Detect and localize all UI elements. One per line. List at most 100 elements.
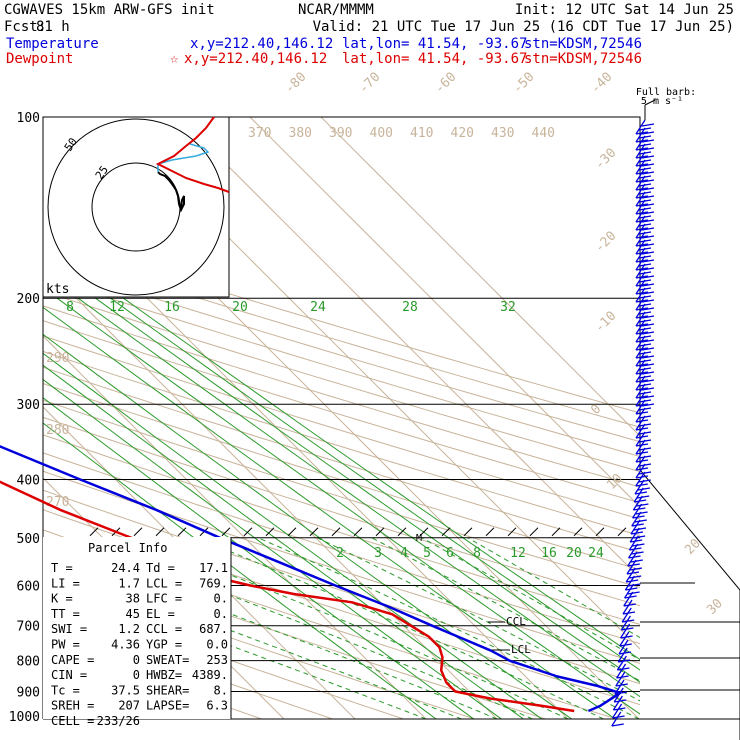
temperature-legend-xy: x,y=212.40,146.12 [190, 36, 333, 52]
parcel-info-value: 769. [199, 576, 228, 590]
wind-barb-feather [628, 555, 641, 559]
parcel-info-value: 17.1 [199, 561, 228, 575]
parcel-info-value: 1.7 [118, 576, 140, 590]
mixing-ratio-label: 6 [446, 546, 454, 561]
theta-label: 440 [532, 126, 555, 141]
mixing-ratio-label: 2 [336, 546, 344, 561]
wind-barb-feather [637, 487, 651, 491]
wind-barb [635, 191, 646, 207]
wind-barb-feather [629, 547, 642, 551]
isotherm-label: -10 [592, 309, 619, 336]
wind-barb [612, 695, 623, 711]
wind-barb-feather [641, 219, 655, 223]
isotherm-line [43, 264, 498, 719]
theta-label: 380 [289, 126, 312, 141]
wind-barb-feather [634, 491, 648, 495]
pressure-tick-label: 900 [17, 685, 40, 700]
mixing-ratio-label: 5 [423, 546, 431, 561]
pressure-tick-label: 400 [17, 473, 40, 488]
dry-adiabat-line [43, 452, 640, 645]
barb-legend: Full barb: 5 m s⁻¹ [636, 87, 696, 107]
wind-barb-feather [641, 299, 655, 303]
wind-barb [634, 479, 645, 495]
wind-barb-feather [630, 559, 643, 563]
freezing-hash-mark [287, 527, 297, 537]
wind-barb [635, 231, 646, 247]
wind-barb [635, 359, 646, 375]
wind-barb-feather [627, 563, 640, 567]
wind-barb-feather [622, 611, 636, 615]
wind-barb-feather [635, 511, 648, 515]
annotation-m: M [416, 533, 422, 544]
freezing-hash-mark [221, 527, 231, 537]
wind-barb-feather [641, 195, 655, 199]
theta-label: 400 [370, 126, 393, 141]
parcel-info-key: SWEAT= [146, 653, 189, 667]
wind-barb [616, 663, 627, 679]
wind-barb-feather [641, 251, 655, 255]
isotherm-label: -60 [432, 70, 459, 97]
wind-barb-feather [641, 331, 655, 335]
wind-barb-feather [621, 627, 634, 631]
parcel-info-value: 4389. [192, 668, 228, 682]
mixing-ratio-label: 24 [588, 546, 604, 561]
dewpoint-legend-name: Dewpoint [6, 51, 73, 67]
wind-barb-feather [641, 235, 655, 239]
wind-barb [629, 527, 640, 543]
wind-barb [635, 255, 646, 271]
wind-barb-feather [612, 715, 625, 719]
wind-barb-feather [629, 575, 642, 579]
freezing-hash-mark [155, 527, 165, 537]
wind-barb-feather [641, 315, 655, 319]
wind-barb [635, 159, 646, 175]
parcel-info-key: CELL = [51, 714, 94, 728]
pressure-tick-label: 800 [17, 655, 40, 670]
parcel-info-key: SREH = [51, 699, 94, 713]
mixing-ratio-label: 24 [310, 300, 326, 315]
wind-barb-feather [616, 675, 629, 679]
mixing-ratio-label: 32 [500, 300, 516, 315]
parcel-info-value: 37.5 [111, 683, 140, 697]
barb-legend-line1: Full barb: [636, 87, 696, 98]
parcel-info-value: 0 [133, 668, 140, 682]
temperature-profile-line [0, 445, 622, 713]
wind-barb [635, 151, 646, 167]
wind-barb [635, 351, 646, 367]
hodograph-ring-label: 25 [93, 163, 111, 181]
wind-barb [632, 495, 643, 511]
wind-barb [635, 311, 646, 327]
wind-barb-feather [626, 579, 639, 583]
dry-adiabat-line [43, 593, 406, 719]
barb-legend-feather [644, 99, 656, 106]
parcel-info-value: 0.0 [206, 638, 228, 652]
parcel-info-key: EL = [146, 607, 175, 621]
wind-barb [635, 127, 646, 143]
wind-barb-feather [641, 259, 655, 263]
wind-barb [635, 415, 646, 431]
wind-barb [633, 487, 644, 503]
isotherm-label: -50 [510, 70, 537, 97]
wind-barb-feather [626, 571, 640, 575]
wind-barb [635, 295, 646, 311]
dry-adiabat-line [43, 305, 640, 488]
dry-adiabat-line [43, 320, 640, 504]
wind-barb-feather [638, 471, 652, 475]
dry-adiabat-line [43, 276, 640, 458]
parcel-info-key: PW = [51, 638, 80, 652]
pressure-tick-labels: 100 200 300 400 500 600 700 800 900 1000 [9, 111, 40, 725]
wind-barb [635, 247, 646, 263]
wind-barb [635, 367, 646, 383]
wind-barb-feather [627, 591, 640, 595]
wind-barb-feather [641, 371, 655, 375]
parcel-info-key: CCL = [146, 622, 182, 636]
wind-barb-feather [635, 483, 648, 487]
mixing-ratio-label: 12 [109, 300, 125, 315]
wind-barb [631, 511, 642, 527]
pressure-tick-label: 600 [17, 579, 40, 594]
parcel-info-key: LCL = [146, 576, 182, 590]
temperature-legend-name: Temperature [6, 36, 99, 52]
wind-barb [615, 671, 626, 687]
freezing-hash-mark [573, 527, 583, 537]
wind-barb [617, 647, 628, 663]
